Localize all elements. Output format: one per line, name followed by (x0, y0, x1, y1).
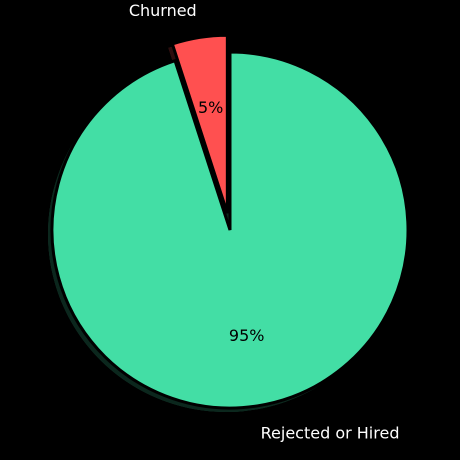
slice-pct-rejected-or-hired: 95% (229, 326, 265, 345)
slice-label-churned: Churned (129, 1, 197, 20)
slice-pct-churned: 5% (198, 98, 223, 117)
slice-label-rejected-or-hired: Rejected or Hired (261, 423, 400, 442)
slice-rejected-or-hired (52, 52, 408, 408)
